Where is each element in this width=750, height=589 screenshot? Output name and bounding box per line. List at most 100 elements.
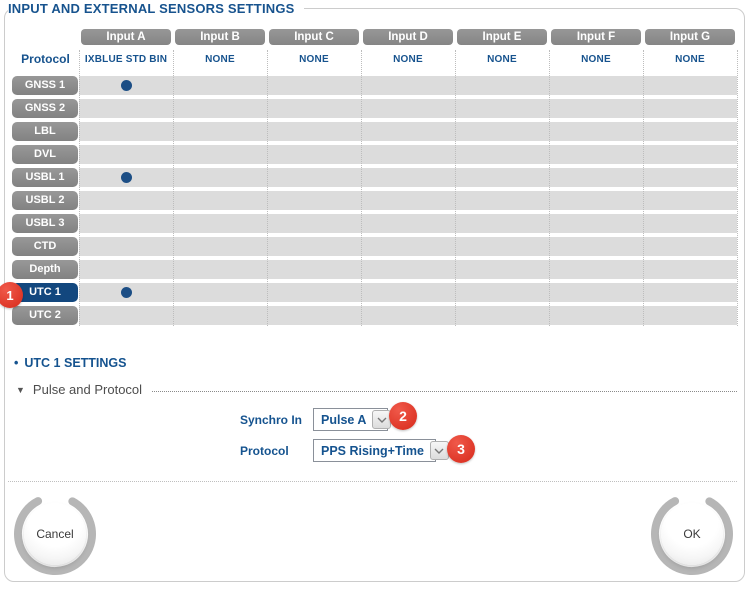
- matrix-cell[interactable]: [173, 122, 267, 141]
- matrix-cell[interactable]: [267, 237, 361, 256]
- matrix-cell[interactable]: [79, 145, 173, 164]
- synchro-in-select[interactable]: Pulse A: [313, 408, 392, 431]
- matrix-cell[interactable]: [455, 122, 549, 141]
- matrix-cell[interactable]: [361, 237, 455, 256]
- matrix-cell[interactable]: [643, 145, 737, 164]
- matrix-cell[interactable]: [79, 168, 173, 187]
- cancel-button[interactable]: Cancel: [11, 490, 99, 578]
- row-button-gnss-1[interactable]: GNSS 1: [12, 76, 78, 95]
- row-button-lbl[interactable]: LBL: [12, 122, 78, 141]
- input-column-button-input-e[interactable]: Input E: [457, 29, 547, 45]
- matrix-cell[interactable]: [267, 122, 361, 141]
- matrix-cell[interactable]: [79, 237, 173, 256]
- row-button-utc-2[interactable]: UTC 2: [12, 306, 78, 325]
- matrix-cell[interactable]: [455, 76, 549, 95]
- matrix-cell[interactable]: [361, 214, 455, 233]
- matrix-cell[interactable]: [267, 306, 361, 325]
- input-column-button-input-f[interactable]: Input F: [551, 29, 641, 45]
- matrix-cell[interactable]: [549, 237, 643, 256]
- row-button-ctd[interactable]: CTD: [12, 237, 78, 256]
- matrix-cell[interactable]: [643, 191, 737, 210]
- matrix-cell[interactable]: [643, 237, 737, 256]
- protocol-select[interactable]: PPS Rising+Time: [313, 439, 449, 462]
- matrix-cell[interactable]: [549, 260, 643, 279]
- matrix-cell[interactable]: [173, 214, 267, 233]
- matrix-cell[interactable]: [79, 76, 173, 95]
- row-button-depth[interactable]: Depth: [12, 260, 78, 279]
- matrix-cell[interactable]: [455, 214, 549, 233]
- input-column-button-input-a[interactable]: Input A: [81, 29, 171, 45]
- matrix-cell[interactable]: [173, 237, 267, 256]
- matrix-cell[interactable]: [455, 99, 549, 118]
- matrix-cell[interactable]: [267, 99, 361, 118]
- matrix-cell[interactable]: [455, 191, 549, 210]
- matrix-cell[interactable]: [267, 214, 361, 233]
- matrix-cell[interactable]: [79, 306, 173, 325]
- pulse-protocol-group[interactable]: ▼ Pulse and Protocol: [16, 382, 737, 397]
- matrix-cell[interactable]: [549, 214, 643, 233]
- matrix-cell[interactable]: [643, 99, 737, 118]
- matrix-cell[interactable]: [455, 283, 549, 302]
- matrix-cell[interactable]: [173, 191, 267, 210]
- matrix-cell[interactable]: [643, 76, 737, 95]
- matrix-cell[interactable]: [79, 99, 173, 118]
- matrix-cell[interactable]: [455, 237, 549, 256]
- ok-button[interactable]: OK: [648, 490, 736, 578]
- matrix-cell[interactable]: [267, 191, 361, 210]
- matrix-cell[interactable]: [79, 260, 173, 279]
- matrix-cell[interactable]: [267, 76, 361, 95]
- row-button-dvl[interactable]: DVL: [12, 145, 78, 164]
- matrix-cell[interactable]: [267, 145, 361, 164]
- matrix-cell[interactable]: [361, 76, 455, 95]
- row-button-utc-1[interactable]: UTC 1: [12, 283, 78, 302]
- matrix-cell[interactable]: [643, 168, 737, 187]
- matrix-cell[interactable]: [361, 145, 455, 164]
- matrix-cell[interactable]: [643, 214, 737, 233]
- matrix-cell[interactable]: [549, 99, 643, 118]
- matrix-cell[interactable]: [173, 145, 267, 164]
- matrix-cell[interactable]: [173, 283, 267, 302]
- matrix-cell[interactable]: [549, 168, 643, 187]
- matrix-cell[interactable]: [643, 306, 737, 325]
- matrix-cell[interactable]: [173, 306, 267, 325]
- matrix-cell[interactable]: [643, 283, 737, 302]
- matrix-cell[interactable]: [549, 122, 643, 141]
- row-button-gnss-2[interactable]: GNSS 2: [12, 99, 78, 118]
- matrix-cell[interactable]: [361, 260, 455, 279]
- input-column-button-input-g[interactable]: Input G: [645, 29, 735, 45]
- matrix-cell[interactable]: [361, 168, 455, 187]
- matrix-cell[interactable]: [79, 214, 173, 233]
- matrix-cell[interactable]: [173, 168, 267, 187]
- matrix-cell[interactable]: [173, 76, 267, 95]
- matrix-cell[interactable]: [549, 283, 643, 302]
- matrix-cell[interactable]: [643, 122, 737, 141]
- matrix-cell[interactable]: [549, 191, 643, 210]
- row-button-usbl-2[interactable]: USBL 2: [12, 191, 78, 210]
- matrix-cell[interactable]: [455, 306, 549, 325]
- matrix-cell[interactable]: [455, 145, 549, 164]
- input-column-button-input-b[interactable]: Input B: [175, 29, 265, 45]
- matrix-cell[interactable]: [549, 145, 643, 164]
- matrix-cell[interactable]: [361, 191, 455, 210]
- matrix-cell[interactable]: [361, 99, 455, 118]
- matrix-cell[interactable]: [173, 260, 267, 279]
- matrix-cell[interactable]: [549, 76, 643, 95]
- matrix-cell[interactable]: [455, 168, 549, 187]
- matrix-cell[interactable]: [267, 260, 361, 279]
- input-column-button-input-d[interactable]: Input D: [363, 29, 453, 45]
- row-button-usbl-1[interactable]: USBL 1: [12, 168, 78, 187]
- matrix-cell[interactable]: [267, 168, 361, 187]
- matrix-cell[interactable]: [361, 122, 455, 141]
- matrix-cell[interactable]: [361, 283, 455, 302]
- matrix-cell[interactable]: [79, 122, 173, 141]
- matrix-cell[interactable]: [267, 283, 361, 302]
- matrix-cell[interactable]: [79, 191, 173, 210]
- row-button-usbl-3[interactable]: USBL 3: [12, 214, 78, 233]
- matrix-cell[interactable]: [79, 283, 173, 302]
- matrix-cell[interactable]: [643, 260, 737, 279]
- input-column-button-input-c[interactable]: Input C: [269, 29, 359, 45]
- matrix-cell[interactable]: [549, 306, 643, 325]
- matrix-cell[interactable]: [455, 260, 549, 279]
- matrix-cell[interactable]: [361, 306, 455, 325]
- matrix-cell[interactable]: [173, 99, 267, 118]
